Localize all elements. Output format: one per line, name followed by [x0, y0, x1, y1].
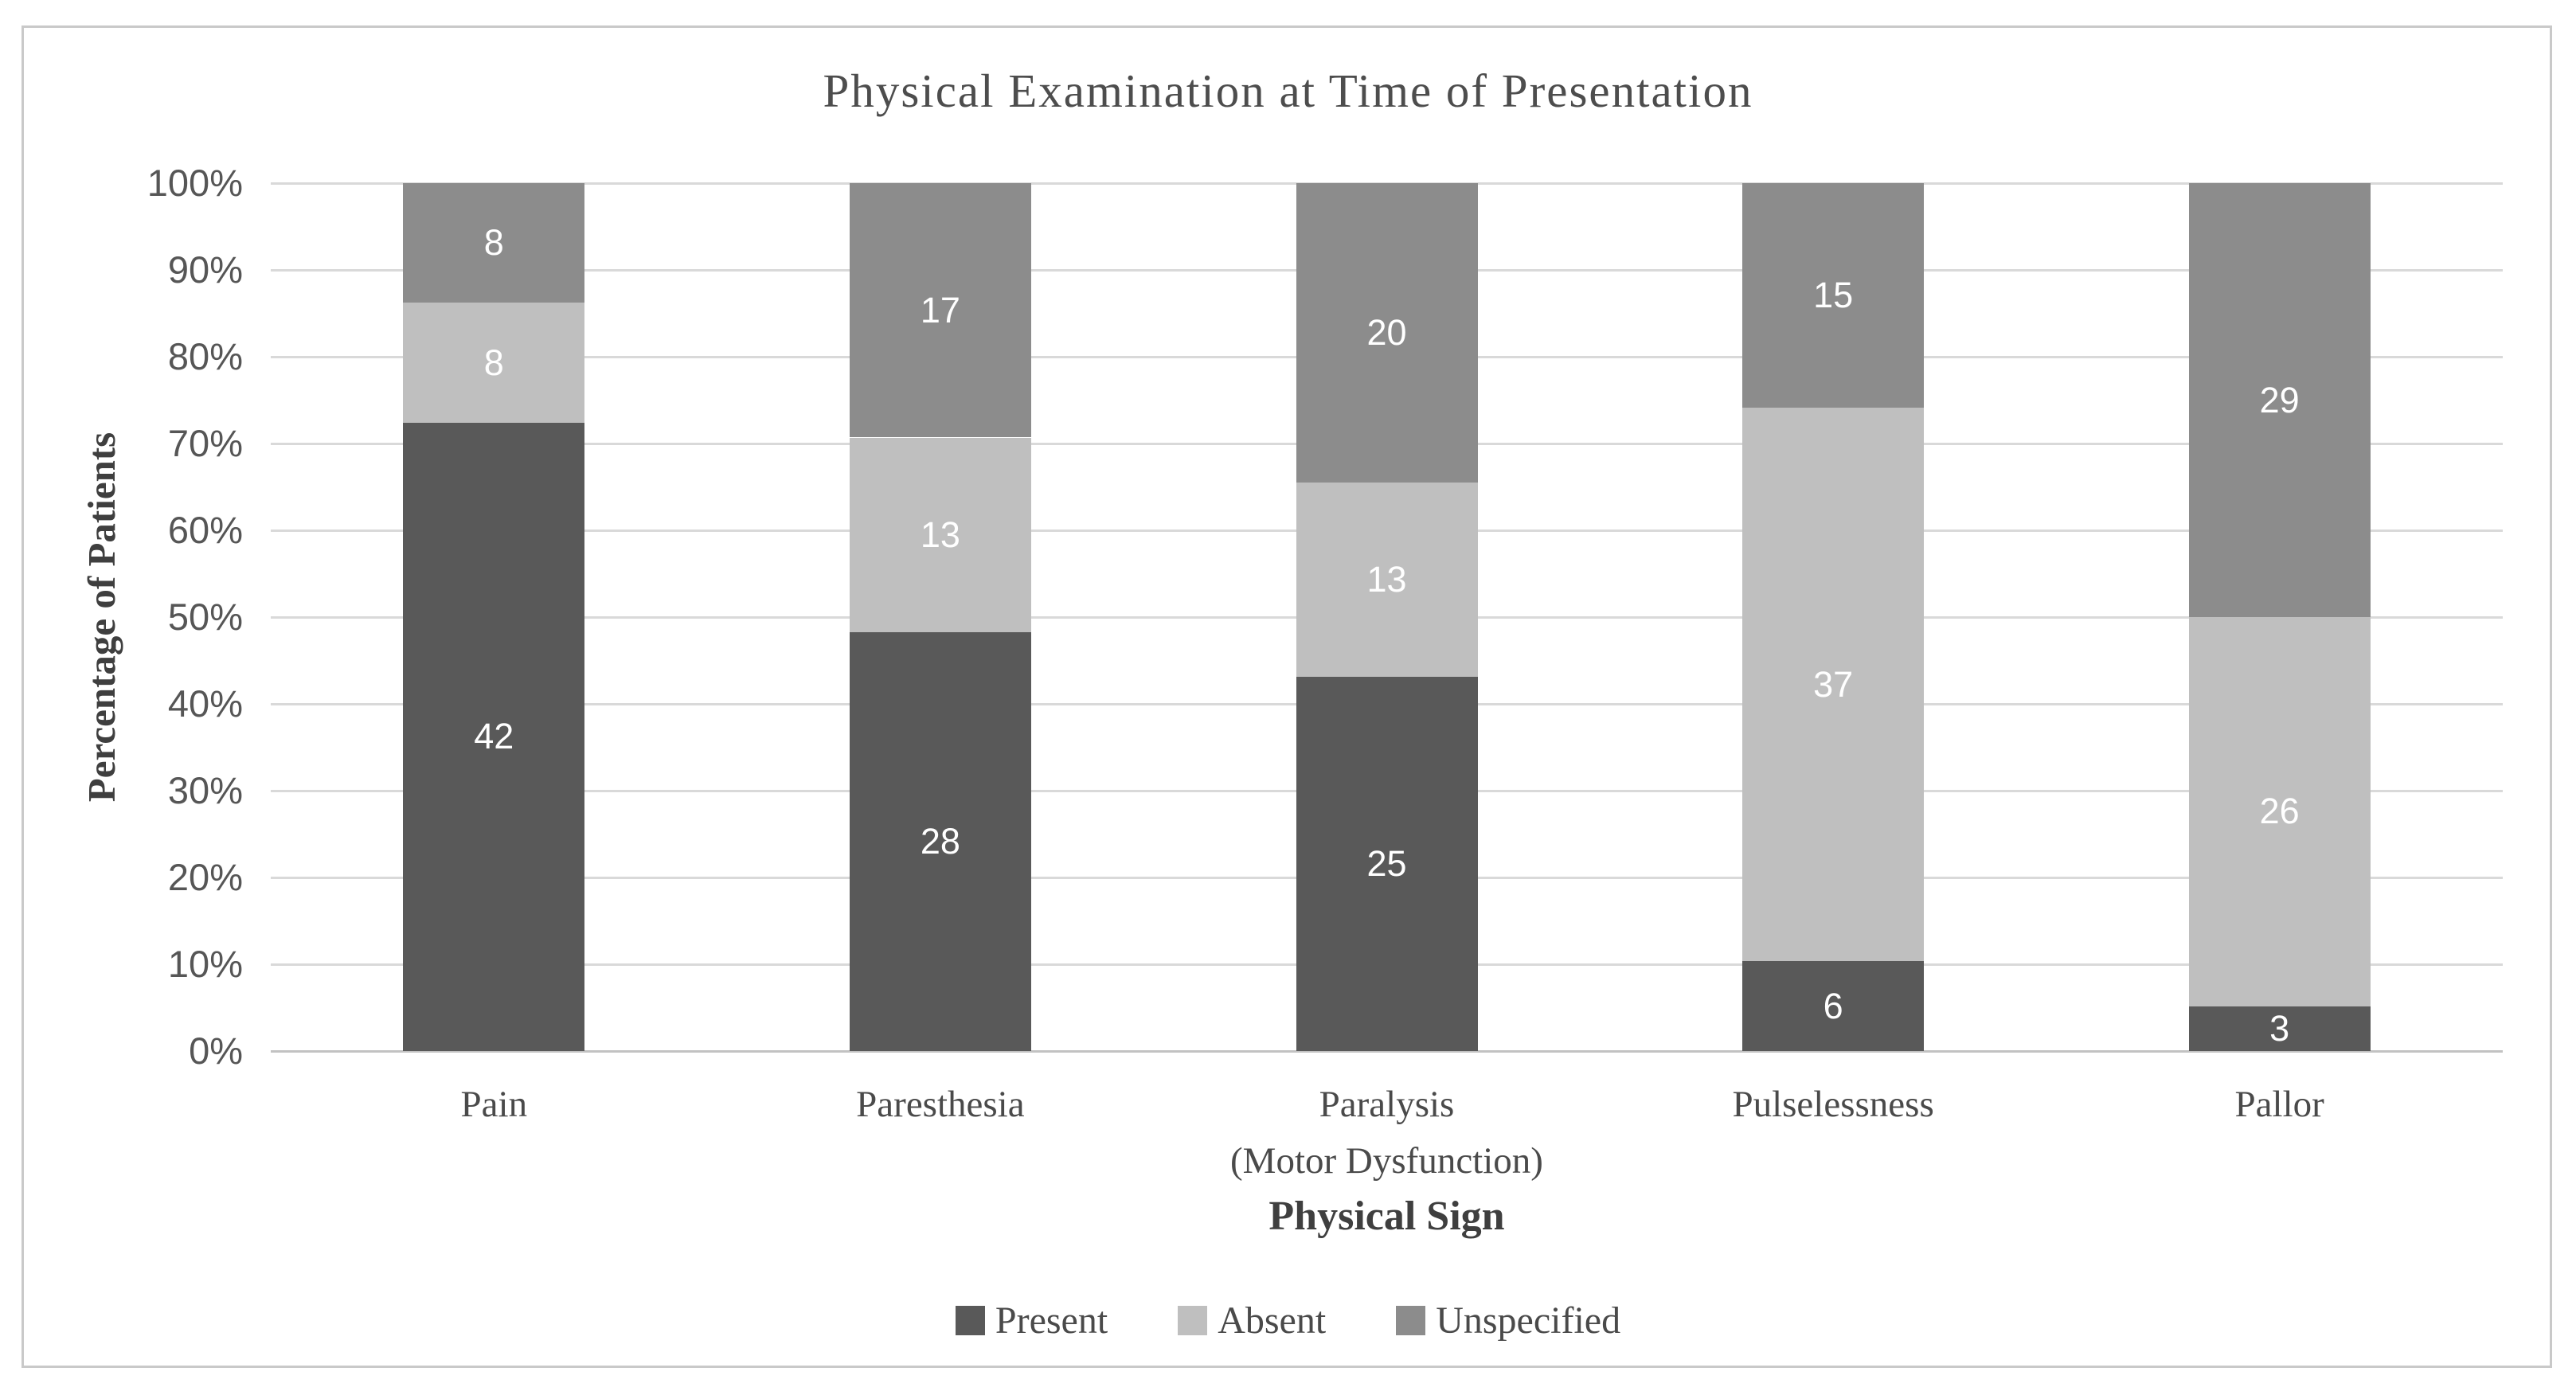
y-tick-label: 70% — [167, 422, 243, 464]
bar-segment-present: 3 — [2188, 1006, 2371, 1051]
legend-label-absent: Absent — [1218, 1299, 1327, 1342]
bar-segment-unspecified: 20 — [1296, 183, 1478, 483]
x-tick-label: Pallor — [2234, 1084, 2324, 1125]
x-axis-line — [271, 1049, 2503, 1053]
plot-area: 42 8 8 28 13 17 25 13 20 6 37 15 3 26 29 — [271, 182, 2503, 1053]
bar-data-label: 26 — [2259, 791, 2300, 832]
bar-segment-absent: 26 — [2188, 617, 2371, 1006]
x-tick-label: Paralysis (Motor Dysfunction) — [1230, 1084, 1543, 1182]
bar-segment-absent: 13 — [849, 437, 1031, 632]
bar-data-label: 15 — [1813, 274, 1854, 315]
y-tick-label: 10% — [167, 943, 243, 985]
y-tick-label: 90% — [167, 248, 243, 291]
bar-data-label: 20 — [1366, 311, 1407, 353]
bar-data-label: 28 — [920, 820, 960, 862]
legend-swatch-present — [955, 1305, 985, 1335]
x-tick-label: Pulselessness — [1732, 1084, 1934, 1125]
legend-swatch-unspecified — [1396, 1305, 1426, 1335]
bar-segment-present: 25 — [1296, 677, 1478, 1051]
bar-segment-present: 42 — [403, 422, 585, 1051]
y-tick-label: 30% — [167, 769, 243, 811]
legend: Present Absent Unspecified — [0, 1296, 2576, 1344]
bar-segment-present: 28 — [849, 631, 1031, 1051]
bar-data-label: 13 — [920, 514, 960, 555]
x-axis-title: Physical Sign — [1268, 1194, 1505, 1239]
bar-segment-unspecified: 15 — [1742, 183, 1925, 408]
bar-segment-present: 6 — [1742, 961, 1925, 1051]
legend-item-unspecified: Unspecified — [1396, 1299, 1620, 1342]
bar-segment-unspecified: 8 — [403, 183, 585, 303]
bar-segment-unspecified: 29 — [2188, 183, 2371, 617]
bar-data-label: 29 — [2259, 379, 2300, 420]
bar-segment-absent: 8 — [403, 303, 585, 423]
bar-data-label: 13 — [1366, 559, 1407, 600]
y-tick-label: 80% — [167, 335, 243, 377]
legend-label-unspecified: Unspecified — [1436, 1299, 1621, 1342]
bar-data-label: 17 — [920, 289, 960, 330]
y-tick-label: 50% — [167, 596, 243, 638]
legend-item-present: Present — [955, 1299, 1108, 1342]
x-tick-label: Paresthesia — [856, 1084, 1025, 1125]
legend-label-present: Present — [995, 1299, 1108, 1342]
bar-segment-unspecified: 17 — [849, 183, 1031, 438]
chart-title: Physical Examination at Time of Presenta… — [823, 64, 1753, 117]
bar-data-label: 42 — [474, 716, 514, 757]
gridline — [271, 182, 2503, 185]
bar-data-label: 8 — [483, 222, 504, 264]
y-tick-label: 40% — [167, 682, 243, 725]
y-tick-label: 100% — [147, 162, 243, 204]
legend-swatch-absent — [1178, 1305, 1208, 1335]
bar-data-label: 37 — [1813, 663, 1854, 705]
x-tick-label: Pain — [460, 1084, 528, 1125]
bar-data-label: 6 — [1823, 985, 1843, 1026]
bar-segment-absent: 37 — [1742, 407, 1925, 962]
legend-item-absent: Absent — [1178, 1299, 1326, 1342]
bar-segment-absent: 13 — [1296, 482, 1478, 678]
y-tick-label: 60% — [167, 509, 243, 551]
y-tick-label: 20% — [167, 856, 243, 898]
bar-data-label: 25 — [1366, 843, 1407, 885]
bar-data-label: 3 — [2269, 1007, 2290, 1049]
y-tick-label: 0% — [189, 1030, 243, 1072]
bar-data-label: 8 — [483, 342, 504, 383]
